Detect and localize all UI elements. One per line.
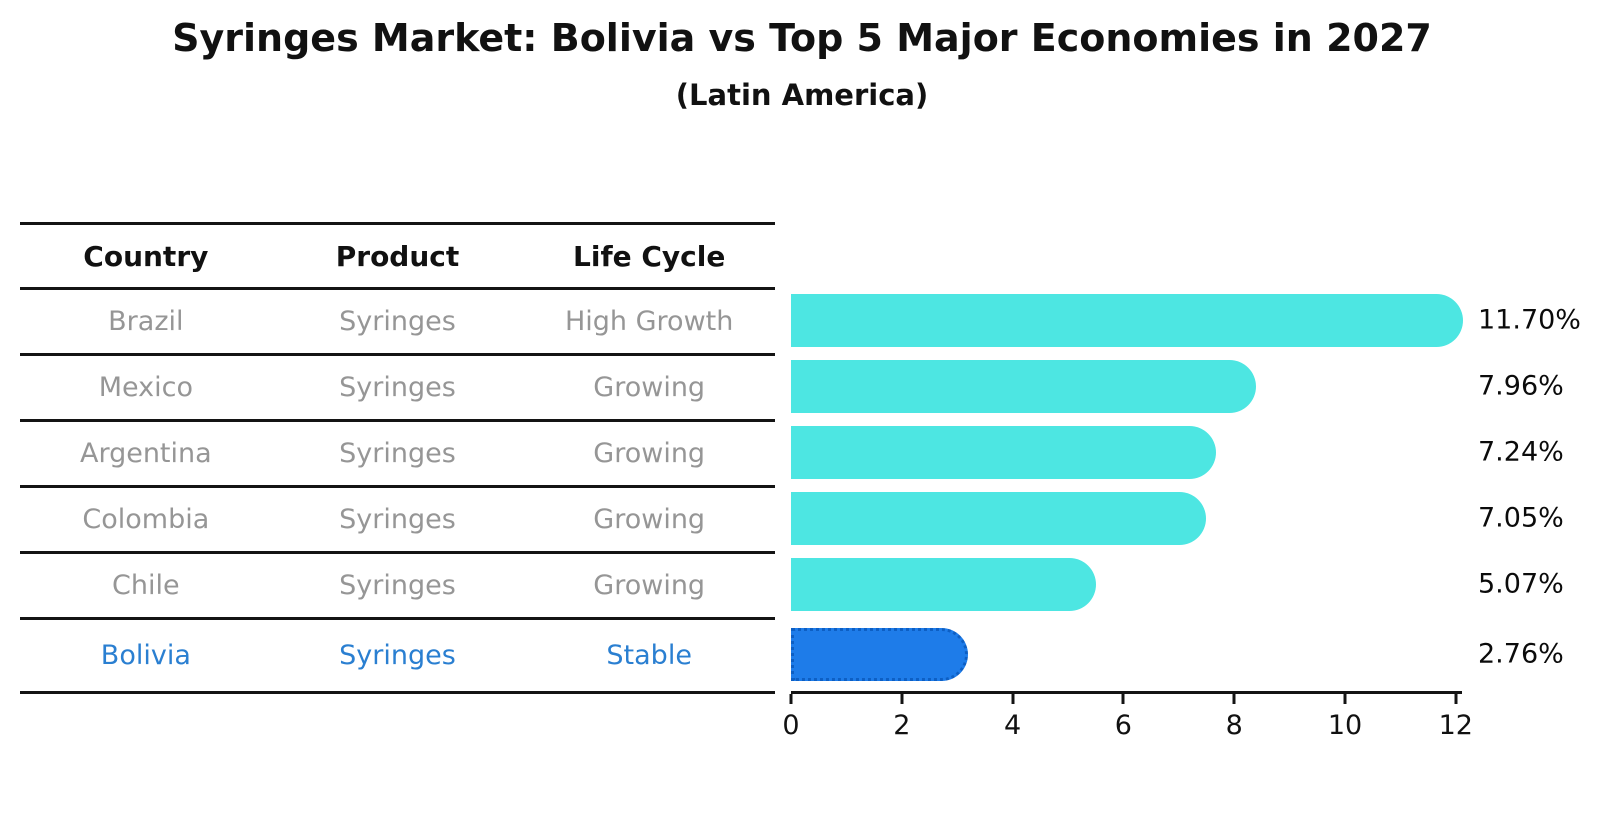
table-cell: Brazil — [108, 306, 184, 337]
table-cell: Syringes — [339, 438, 456, 469]
table-cell: Colombia — [82, 504, 210, 535]
table-cell: Syringes — [339, 504, 456, 535]
x-tick-label: 6 — [1114, 710, 1132, 741]
bar-mexico — [791, 359, 1256, 413]
bar-argentina — [791, 425, 1217, 479]
page-title: Syringes Market: Bolivia vs Top 5 Major … — [172, 16, 1432, 60]
bar-row: 2.76% — [791, 617, 1584, 691]
country-table: Country Product Life Cycle Brazil Syringes H… — [20, 222, 775, 754]
table-cell: Syringes — [339, 306, 456, 337]
table-cell: Syringes — [339, 640, 456, 671]
table-row: Colombia Syringes Growing — [20, 488, 775, 554]
bar-row: 7.05% — [791, 485, 1584, 551]
bar-row: 7.96% — [791, 353, 1584, 419]
x-tick — [1454, 694, 1458, 704]
table-cell: Growing — [593, 438, 706, 469]
column-header: Life Cycle — [573, 239, 726, 273]
x-tick-label: 4 — [1004, 710, 1022, 741]
table-cell: Growing — [593, 372, 706, 403]
table-row: Bolivia Syringes Stable — [20, 620, 775, 694]
value-label: 7.05% — [1478, 502, 1564, 534]
column-header: Country — [83, 239, 209, 273]
table-cell: Growing — [593, 570, 706, 601]
bar-chart: 11.70% 7.96% 7.24% 7.05% 5.07% 2.76% 0 2 4 6 8 10 1… — [782, 222, 1584, 754]
x-tick — [789, 694, 793, 704]
table-cell: High Growth — [564, 306, 734, 337]
value-label: 7.96% — [1478, 370, 1564, 402]
table-body: Brazil Syringes High Growth Mexico Syringes G… — [20, 290, 775, 694]
table-cell: Chile — [112, 570, 180, 601]
bar-bolivia — [791, 627, 968, 681]
value-label: 11.70% — [1478, 304, 1581, 336]
x-tick — [900, 694, 904, 704]
page-subtitle: (Latin America) — [675, 78, 929, 112]
table-cell: Mexico — [98, 372, 193, 403]
x-tick-label: 12 — [1438, 710, 1473, 741]
x-tick — [1343, 694, 1347, 704]
table-row: Mexico Syringes Growing — [20, 356, 775, 422]
bar-chile — [791, 557, 1096, 611]
x-tick-label: 8 — [1225, 710, 1243, 741]
bar-brazil — [791, 293, 1464, 347]
bar-colombia — [791, 491, 1206, 545]
table-cell: Syringes — [339, 372, 456, 403]
column-header: Product — [335, 239, 460, 273]
x-tick — [1011, 694, 1015, 704]
table-cell: Bolivia — [100, 640, 191, 671]
table-row: Chile Syringes Growing — [20, 554, 775, 620]
bar-row: 11.70% — [791, 287, 1584, 353]
table-cell: Growing — [593, 504, 706, 535]
x-axis: 0 2 4 6 8 10 12 — [782, 691, 1473, 754]
table-row: Brazil Syringes High Growth — [20, 290, 775, 356]
table-cell: Stable — [606, 640, 692, 671]
value-label: 2.76% — [1478, 638, 1564, 670]
bar-row: 7.24% — [791, 419, 1584, 485]
table-cell: Syringes — [339, 570, 456, 601]
table-header-row: Country Product Life Cycle — [20, 225, 775, 290]
bar-row: 5.07% — [791, 551, 1584, 617]
table-cell: Argentina — [79, 438, 212, 469]
x-tick-label: 2 — [893, 710, 911, 741]
table-row: Argentina Syringes Growing — [20, 422, 775, 488]
x-tick-label: 10 — [1327, 710, 1363, 741]
value-label: 7.24% — [1478, 436, 1564, 468]
content-area: Country Product Life Cycle Brazil Syringes H… — [20, 222, 1584, 754]
bars-area: 11.70% 7.96% 7.24% 7.05% 5.07% 2.76% — [791, 287, 1584, 691]
value-label: 5.07% — [1478, 568, 1564, 600]
x-tick — [1232, 694, 1236, 704]
x-tick — [1121, 694, 1125, 704]
x-tick-label: 0 — [782, 710, 800, 741]
